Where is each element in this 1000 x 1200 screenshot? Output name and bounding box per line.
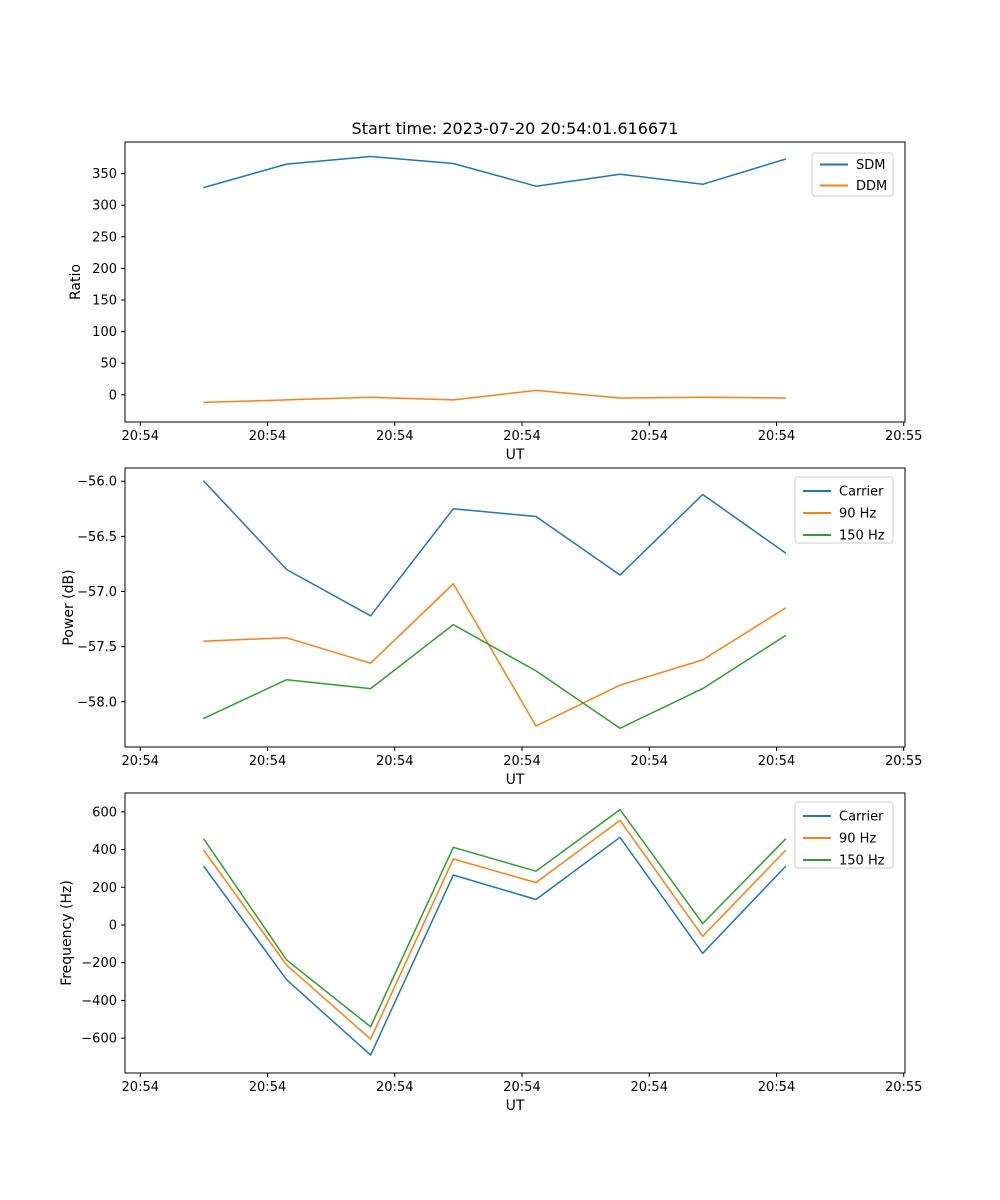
series-line-150-hz	[203, 808, 787, 1028]
x-tick-label: 20:54	[376, 754, 413, 769]
x-axis-label: UT	[506, 447, 525, 463]
axes-frame	[124, 467, 906, 748]
x-tick-label: 20:54	[376, 1080, 413, 1095]
legend: SDM DDM	[811, 152, 894, 197]
y-tick-label: 100	[92, 325, 117, 340]
y-tick-label: −58.0	[77, 695, 117, 710]
y-tick-label: 0	[109, 918, 117, 933]
y-tick-label: 150	[92, 294, 117, 309]
figure-title: Start time: 2023-07-20 20:54:01.616671	[351, 119, 679, 138]
y-tick-label: 50	[100, 357, 117, 372]
x-tick-label: 20:54	[631, 429, 668, 444]
legend: Carrier 90 Hz 150 Hz	[794, 476, 894, 544]
y-tick-label: −57.0	[77, 585, 117, 600]
y-tick-label: 200	[92, 262, 117, 277]
legend-label: Carrier	[839, 810, 884, 825]
y-axis-label: Ratio	[68, 264, 84, 300]
legend-entry: DDM	[820, 179, 887, 194]
x-tick-label: 20:54	[376, 429, 413, 444]
legend-frame	[794, 801, 894, 869]
legend-label: SDM	[856, 158, 885, 173]
series-line-ddm	[203, 389, 787, 404]
x-tick-label: 20:54	[631, 754, 668, 769]
y-tick-label: 0	[109, 388, 117, 403]
series-line-150-hz	[203, 623, 787, 730]
x-tick-label: 20:54	[631, 1080, 668, 1095]
legend-label: Carrier	[839, 485, 884, 500]
y-tick-label: −56.0	[77, 475, 117, 490]
legend-entry: 150 Hz	[803, 854, 885, 869]
power-chart: 20:54 20:54 20:54 20:54 20:54 20:54 20:55 −56.0…	[61, 467, 922, 788]
series-line-sdm	[203, 155, 787, 189]
series-line-90-hz	[203, 583, 787, 727]
legend-entry: SDM	[820, 158, 885, 173]
y-tick-label: −56.5	[77, 530, 117, 545]
y-tick-label: −600	[81, 1032, 117, 1047]
x-axis-label: UT	[506, 772, 525, 788]
y-tick-label: 350	[92, 167, 117, 182]
x-tick-label: 20:55	[885, 1080, 922, 1095]
y-axis-label: Frequency (Hz)	[59, 880, 75, 986]
ratio-chart: 20:54 20:54 20:54 20:54 20:54 20:54 20:55 0 50 10…	[68, 141, 922, 463]
legend-label: 150 Hz	[839, 529, 885, 544]
legend-label: 90 Hz	[839, 507, 876, 522]
y-tick-label: 200	[92, 881, 117, 896]
y-tick-label: −200	[81, 956, 117, 971]
x-tick-label: 20:54	[503, 1080, 540, 1095]
x-tick-label: 20:54	[758, 754, 795, 769]
x-tick-label: 20:54	[249, 1080, 286, 1095]
x-axis-label: UT	[506, 1098, 525, 1114]
y-tick-label: 400	[92, 843, 117, 858]
legend-entry: Carrier	[803, 810, 884, 825]
x-tick-label: 20:55	[885, 754, 922, 769]
axes-frame	[124, 141, 906, 423]
legend: Carrier 90 Hz 150 Hz	[794, 801, 894, 869]
legend-label: 90 Hz	[839, 832, 876, 847]
y-tick-label: 600	[92, 805, 117, 820]
legend-frame	[794, 476, 894, 544]
legend-entry: Carrier	[803, 485, 884, 500]
legend-label: DDM	[856, 179, 887, 194]
x-tick-label: 20:54	[122, 429, 159, 444]
y-tick-label: −57.5	[77, 640, 117, 655]
legend-entry: 90 Hz	[803, 507, 876, 522]
frequency-chart: 20:54 20:54 20:54 20:54 20:54 20:54 20:55 600 40…	[59, 792, 922, 1114]
x-tick-label: 20:54	[758, 429, 795, 444]
y-tick-label: 250	[92, 230, 117, 245]
axes-frame	[124, 792, 906, 1074]
y-tick-label: 300	[92, 199, 117, 214]
series-line-90-hz	[203, 819, 787, 1040]
legend-entry: 150 Hz	[803, 529, 885, 544]
x-tick-label: 20:54	[503, 754, 540, 769]
x-tick-label: 20:54	[503, 429, 540, 444]
x-tick-label: 20:54	[122, 1080, 159, 1095]
legend-label: 150 Hz	[839, 854, 885, 869]
x-tick-label: 20:55	[885, 429, 922, 444]
series-line-carrier	[203, 480, 787, 617]
x-tick-label: 20:54	[249, 754, 286, 769]
series-line-carrier	[203, 836, 787, 1056]
y-axis-label: Power (dB)	[61, 569, 77, 645]
x-tick-label: 20:54	[758, 1080, 795, 1095]
x-tick-label: 20:54	[249, 429, 286, 444]
legend-entry: 90 Hz	[803, 832, 876, 847]
x-tick-label: 20:54	[122, 754, 159, 769]
y-tick-label: −400	[81, 994, 117, 1009]
